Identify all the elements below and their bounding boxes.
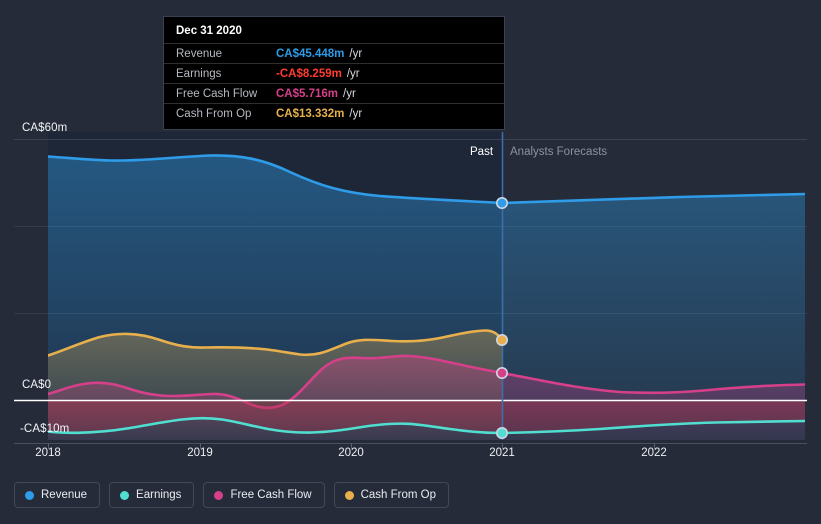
legend-dot-revenue-icon [25,490,34,500]
data-tooltip: Dec 31 2020 Revenue CA$45.448m /yr Earni… [163,16,505,130]
tooltip-label-revenue: Revenue [176,47,223,60]
tooltip-label-earnings: Earnings [176,67,222,80]
x-axis-label-2021: 2021 [489,447,515,459]
x-axis-label-2020: 2020 [338,447,364,459]
tooltip-value-cash-from-op: CA$13.332m [276,107,345,120]
x-axis-label-2019: 2019 [187,447,213,459]
tooltip-value-revenue: CA$45.448m [276,47,345,60]
legend-label-free-cash-flow: Free Cash Flow [230,489,312,501]
legend-dot-cash-from-op-icon [344,490,354,500]
legend-item-free-cash-flow[interactable]: Free Cash Flow [203,482,325,508]
tooltip-unit-free-cash-flow: /yr [343,87,356,100]
tooltip-row-free-cash-flow: Free Cash Flow CA$5.716m /yr [164,83,504,103]
legend-item-earnings[interactable]: Earnings [109,482,195,508]
tooltip-row-cash-from-op: Cash From Op CA$13.332m /yr [164,103,504,123]
marker-revenue [495,197,508,210]
tooltip-row-revenue: Revenue CA$45.448m /yr [164,43,504,63]
marker-earnings [495,426,508,439]
marker-cash-from-op [495,333,508,346]
past-period-label: Past [470,146,494,158]
highlight-markers [495,197,508,439]
series-area-earnings [48,400,805,433]
tooltip-unit-earnings: /yr [346,67,360,80]
tooltip-label-cash-from-op: Cash From Op [176,107,252,120]
series-line-free-cash-flow [48,354,805,410]
y-axis-label-zero: CA$0 [22,379,52,391]
series-line-earnings [48,416,805,435]
y-axis-label-top: CA$60m [22,122,68,134]
y-axis-label-negative: -CA$10m [20,423,70,435]
tooltip-row-earnings: Earnings -CA$8.259m /yr [164,63,504,83]
tooltip-value-free-cash-flow: CA$5.716m [276,87,339,100]
tooltip-unit-cash-from-op: /yr [349,107,363,120]
legend-item-revenue[interactable]: Revenue [14,482,101,508]
chart-legend: Revenue Earnings Free Cash Flow Cash Fro… [14,482,450,508]
x-axis-label-2018: 2018 [35,447,61,459]
legend-label-revenue: Revenue [41,489,88,501]
series-line-cash-from-op [48,329,504,357]
forecast-period-label: Analysts Forecasts [510,146,608,158]
tooltip-value-earnings: -CA$8.259m [276,67,342,80]
legend-dot-earnings-icon [120,490,130,500]
series-line-revenue [48,154,805,205]
x-axis-ticks [48,443,655,449]
tooltip-label-free-cash-flow: Free Cash Flow [176,87,258,100]
marker-free-cash-flow [495,366,508,379]
tooltip-unit-revenue: /yr [349,47,363,60]
chart-plot-area [14,132,807,449]
legend-dot-free-cash-flow-icon [214,490,224,500]
legend-label-earnings: Earnings [136,489,182,501]
x-axis-label-2022: 2022 [641,447,667,459]
legend-item-cash-from-op[interactable]: Cash From Op [333,482,450,508]
tooltip-title: Dec 31 2020 [176,25,242,37]
legend-label-cash-from-op: Cash From Op [360,489,437,501]
